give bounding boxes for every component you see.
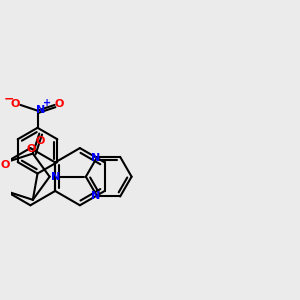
Text: N: N <box>51 172 60 182</box>
Text: O: O <box>55 99 64 109</box>
Text: N: N <box>91 153 100 163</box>
Text: O: O <box>27 144 36 154</box>
Text: −: − <box>4 93 14 106</box>
Text: O: O <box>1 160 10 170</box>
Text: N: N <box>36 105 45 115</box>
Text: N: N <box>91 190 100 200</box>
Text: O: O <box>11 99 20 109</box>
Text: O: O <box>36 136 45 146</box>
Text: +: + <box>43 98 51 108</box>
